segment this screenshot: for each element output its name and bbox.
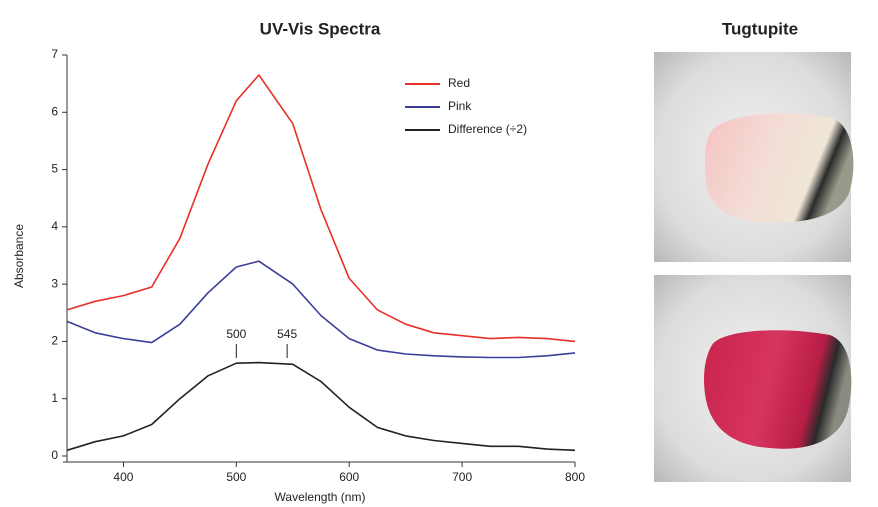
y-tick-label: 7 <box>51 47 58 61</box>
legend-label: Pink <box>448 99 472 113</box>
y-tick-label: 2 <box>51 334 58 348</box>
y-tick-label: 0 <box>51 448 58 462</box>
photo-title: Tugtupite <box>722 19 798 38</box>
x-tick-label: 700 <box>452 470 472 484</box>
annotation-label: 500 <box>226 327 246 341</box>
x-tick-label: 800 <box>565 470 585 484</box>
series-line <box>66 74 576 343</box>
y-tick-label: 5 <box>51 162 58 176</box>
series-line <box>66 260 576 359</box>
x-axis-label: Wavelength (nm) <box>275 490 366 504</box>
photo-deep <box>654 275 852 482</box>
y-axis-label: Absorbance <box>12 224 26 288</box>
photo-pale <box>654 52 854 262</box>
series-line <box>66 361 576 452</box>
x-tick-label: 400 <box>113 470 133 484</box>
y-tick-label: 4 <box>51 219 58 233</box>
annotation-label: 545 <box>277 327 297 341</box>
legend-label: Red <box>448 76 470 90</box>
x-tick-label: 500 <box>226 470 246 484</box>
y-tick-label: 6 <box>51 104 58 118</box>
legend-label: Difference (÷2) <box>448 122 527 136</box>
chart-title: UV-Vis Spectra <box>260 19 381 38</box>
x-tick-label: 600 <box>339 470 359 484</box>
y-tick-label: 3 <box>51 276 58 290</box>
y-tick-label: 1 <box>51 391 58 405</box>
